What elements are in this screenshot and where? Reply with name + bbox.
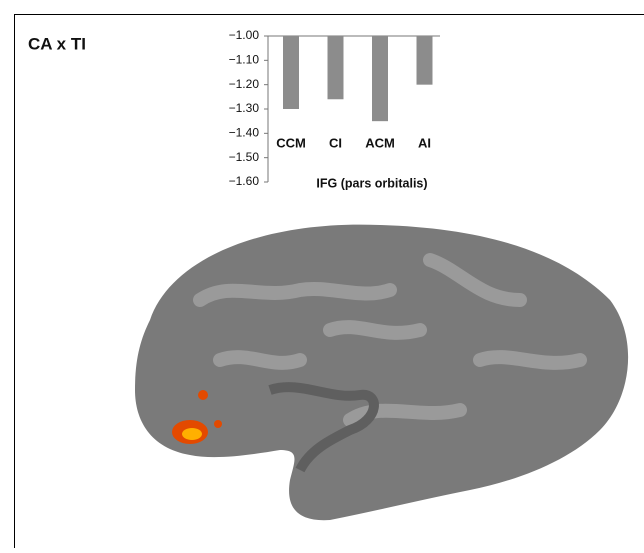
x-tick-label: CI — [329, 135, 342, 150]
bar — [328, 36, 344, 99]
y-tick-label: −1.40 — [229, 126, 260, 140]
y-tick-label: −1.50 — [229, 150, 260, 164]
y-tick-label: −1.00 — [229, 28, 260, 42]
figure: CA x TI IFG (pars orbitalis) −1.00 −1.10 −… — [0, 0, 644, 548]
x-axis-label: IFG (pars orbitalis) — [316, 176, 427, 190]
bar — [283, 36, 299, 109]
y-tick-label: −1.60 — [229, 174, 260, 188]
y-tick-label: −1.20 — [229, 77, 260, 91]
x-tick-label: AI — [418, 135, 431, 150]
x-tick-label: ACM — [365, 135, 395, 150]
x-tick-label: CCM — [276, 135, 306, 150]
y-tick-label: −1.10 — [229, 53, 260, 67]
y-tick-label: −1.30 — [229, 101, 260, 115]
bar — [417, 36, 433, 85]
bar — [372, 36, 388, 121]
chart-title: CA x TI — [28, 34, 86, 53]
